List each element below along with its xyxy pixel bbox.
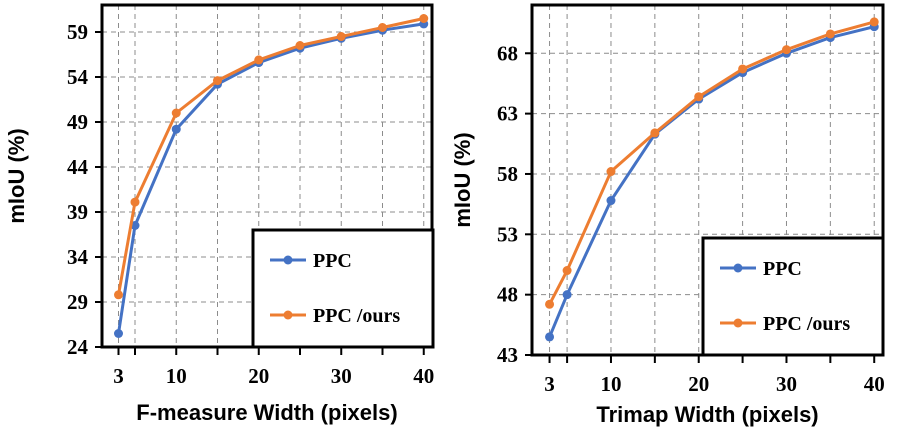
y-tick-label: 29 [67,290,88,314]
y-tick-label: 24 [67,335,89,359]
data-point-ppc [562,290,572,300]
y-tick-label: 68 [497,41,518,65]
legend-label: PPC [763,258,802,280]
x-tick-label: 10 [166,364,187,388]
x-tick-label: 3 [544,372,555,396]
legend-box [251,228,435,349]
y-tick-label: 58 [497,162,518,186]
data-point-ppc-ours [336,32,346,41]
legend-box [701,236,885,357]
x-tick-label: 20 [248,364,269,388]
y-tick-label: 54 [67,65,89,89]
y-tick-label: 49 [67,110,88,134]
chart-trimap: 43 48 53 58 63 68 3 10 20 30 40 Trimap Width (pixel… [450,3,885,427]
y-tick-label: 44 [67,155,89,179]
data-point-ppc-ours [114,290,123,300]
y-axis-label: mIoU (%) [4,128,29,223]
data-point-ppc-ours [738,64,748,74]
y-tick-label: 43 [497,343,518,367]
data-point-ppc-ours [171,108,181,118]
data-point-ppc-ours [213,76,222,86]
data-point-ppc-ours [825,29,835,39]
x-tick-label: 40 [864,372,885,396]
x-tick-label: 3 [113,364,124,388]
data-point-ppc-ours [545,299,555,309]
x-tick-label: 30 [331,364,352,388]
x-tick-label: 40 [413,364,434,388]
data-point-ppc [545,332,555,342]
legend-marker [283,310,293,320]
data-point-ppc-ours [781,45,791,55]
data-point-ppc-ours [419,14,429,23]
data-point-ppc [606,196,616,206]
data-point-ppc-ours [254,55,264,65]
y-tick-label: 53 [497,222,518,246]
legend-marker [733,318,743,328]
x-axis-label: F-measure Width (pixels) [136,400,397,425]
legend-marker [283,255,293,265]
x-axis-label: Trimap Width (pixels) [596,402,818,427]
data-point-ppc-ours [606,167,616,177]
y-tick-label: 39 [67,200,88,224]
data-point-ppc-ours [295,41,305,50]
legend-label: PPC [313,250,352,272]
data-point-ppc-ours [130,197,140,207]
x-tick-label: 20 [688,372,709,396]
y-tick-label: 63 [497,102,518,126]
y-axis-label: mIoU (%) [450,132,475,227]
x-tick-label: 10 [600,372,621,396]
data-point-ppc-ours [650,128,660,138]
y-tick-label: 34 [67,245,89,269]
data-point-ppc-ours [562,266,572,276]
legend-marker [733,263,743,273]
data-point-ppc [171,124,181,134]
data-point-ppc [114,329,123,338]
chart-f-measure: 24 29 34 39 44 49 54 59 3 10 20 30 40 F-measure Width… [4,3,435,425]
x-tick-label: 30 [776,372,797,396]
data-point-ppc-ours [694,92,704,102]
y-tick-label: 59 [67,20,88,44]
legend-label: PPC /ours [763,313,850,335]
legend-label: PPC /ours [313,305,400,327]
data-point-ppc-ours [378,23,387,32]
y-tick-label: 48 [497,283,518,307]
data-point-ppc-ours [869,17,879,27]
